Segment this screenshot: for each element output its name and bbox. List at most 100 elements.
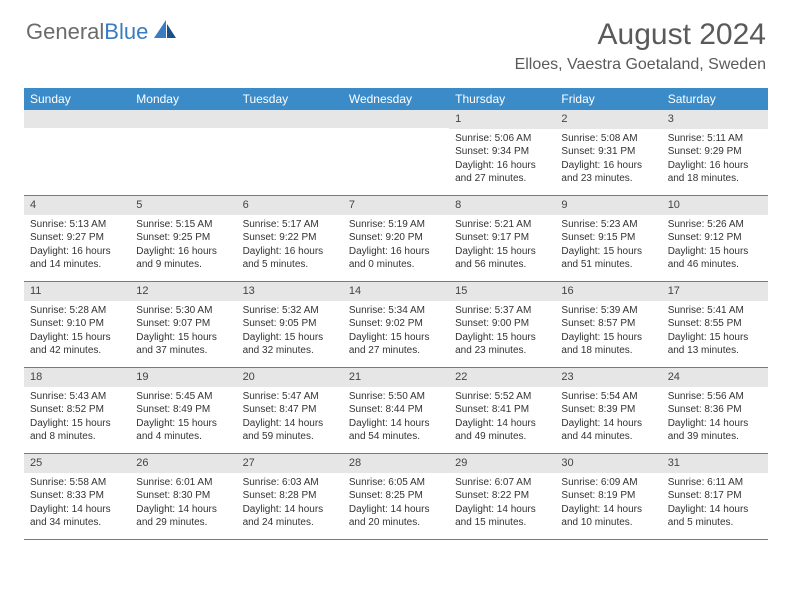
day-number: 17 [662,282,768,301]
day-cell: 27Sunrise: 6:03 AMSunset: 8:28 PMDayligh… [237,454,343,539]
day-number: 18 [24,368,130,387]
day-header-wednesday: Wednesday [343,88,449,110]
sunrise-text: Sunrise: 5:56 AM [668,390,762,404]
sunset-text: Sunset: 9:20 PM [349,231,443,245]
sunrise-text: Sunrise: 6:11 AM [668,476,762,490]
day-number: 28 [343,454,449,473]
day-number: 31 [662,454,768,473]
sunrise-text: Sunrise: 5:06 AM [455,132,549,146]
daylight-text: Daylight: 14 hours and 15 minutes. [455,503,549,530]
header: GeneralBlue August 2024 Elloes, Vaestra … [0,0,792,82]
daylight-text: Daylight: 14 hours and 59 minutes. [243,417,337,444]
sunset-text: Sunset: 8:25 PM [349,489,443,503]
day-number: 21 [343,368,449,387]
sunset-text: Sunset: 8:28 PM [243,489,337,503]
sunset-text: Sunset: 8:30 PM [136,489,230,503]
day-cell [130,110,236,195]
day-number: 23 [555,368,661,387]
day-number: 13 [237,282,343,301]
day-cell: 25Sunrise: 5:58 AMSunset: 8:33 PMDayligh… [24,454,130,539]
sunset-text: Sunset: 8:39 PM [561,403,655,417]
sunrise-text: Sunrise: 5:26 AM [668,218,762,232]
day-data: Sunrise: 5:58 AMSunset: 8:33 PMDaylight:… [24,473,130,536]
daylight-text: Daylight: 15 hours and 46 minutes. [668,245,762,272]
sunrise-text: Sunrise: 5:54 AM [561,390,655,404]
sunrise-text: Sunrise: 5:28 AM [30,304,124,318]
day-cell: 15Sunrise: 5:37 AMSunset: 9:00 PMDayligh… [449,282,555,367]
sail-icon [152,18,178,45]
day-data: Sunrise: 5:37 AMSunset: 9:00 PMDaylight:… [449,301,555,364]
day-number: 6 [237,196,343,215]
day-data: Sunrise: 5:34 AMSunset: 9:02 PMDaylight:… [343,301,449,364]
day-data: Sunrise: 5:28 AMSunset: 9:10 PMDaylight:… [24,301,130,364]
daylight-text: Daylight: 16 hours and 14 minutes. [30,245,124,272]
week-row: 18Sunrise: 5:43 AMSunset: 8:52 PMDayligh… [24,368,768,454]
day-number: 27 [237,454,343,473]
day-cell: 7Sunrise: 5:19 AMSunset: 9:20 PMDaylight… [343,196,449,281]
day-cell: 5Sunrise: 5:15 AMSunset: 9:25 PMDaylight… [130,196,236,281]
sunset-text: Sunset: 8:49 PM [136,403,230,417]
sunrise-text: Sunrise: 5:41 AM [668,304,762,318]
day-cell: 2Sunrise: 5:08 AMSunset: 9:31 PMDaylight… [555,110,661,195]
sunset-text: Sunset: 9:31 PM [561,145,655,159]
day-number: 19 [130,368,236,387]
day-header-saturday: Saturday [662,88,768,110]
location-text: Elloes, Vaestra Goetaland, Sweden [515,56,766,74]
calendar: SundayMondayTuesdayWednesdayThursdayFrid… [24,88,768,540]
day-number: 22 [449,368,555,387]
sunset-text: Sunset: 8:44 PM [349,403,443,417]
sunrise-text: Sunrise: 5:58 AM [30,476,124,490]
daylight-text: Daylight: 15 hours and 56 minutes. [455,245,549,272]
daylight-text: Daylight: 15 hours and 51 minutes. [561,245,655,272]
logo-text-blue: Blue [104,19,148,44]
day-number: 30 [555,454,661,473]
day-number [343,110,449,128]
day-cell: 30Sunrise: 6:09 AMSunset: 8:19 PMDayligh… [555,454,661,539]
sunrise-text: Sunrise: 5:08 AM [561,132,655,146]
daylight-text: Daylight: 15 hours and 32 minutes. [243,331,337,358]
sunset-text: Sunset: 9:25 PM [136,231,230,245]
day-data: Sunrise: 6:05 AMSunset: 8:25 PMDaylight:… [343,473,449,536]
day-cell: 8Sunrise: 5:21 AMSunset: 9:17 PMDaylight… [449,196,555,281]
sunset-text: Sunset: 8:22 PM [455,489,549,503]
day-cell: 4Sunrise: 5:13 AMSunset: 9:27 PMDaylight… [24,196,130,281]
day-number: 29 [449,454,555,473]
day-cell: 21Sunrise: 5:50 AMSunset: 8:44 PMDayligh… [343,368,449,453]
sunrise-text: Sunrise: 5:23 AM [561,218,655,232]
day-cell: 19Sunrise: 5:45 AMSunset: 8:49 PMDayligh… [130,368,236,453]
day-cell: 14Sunrise: 5:34 AMSunset: 9:02 PMDayligh… [343,282,449,367]
daylight-text: Daylight: 15 hours and 18 minutes. [561,331,655,358]
sunrise-text: Sunrise: 5:19 AM [349,218,443,232]
day-number: 11 [24,282,130,301]
day-data: Sunrise: 5:23 AMSunset: 9:15 PMDaylight:… [555,215,661,278]
sunrise-text: Sunrise: 5:52 AM [455,390,549,404]
daylight-text: Daylight: 14 hours and 20 minutes. [349,503,443,530]
day-number: 5 [130,196,236,215]
day-header-sunday: Sunday [24,88,130,110]
daylight-text: Daylight: 15 hours and 13 minutes. [668,331,762,358]
sunset-text: Sunset: 8:36 PM [668,403,762,417]
day-data: Sunrise: 6:11 AMSunset: 8:17 PMDaylight:… [662,473,768,536]
logo: GeneralBlue [26,18,178,45]
daylight-text: Daylight: 15 hours and 27 minutes. [349,331,443,358]
daylight-text: Daylight: 16 hours and 23 minutes. [561,159,655,186]
daylight-text: Daylight: 15 hours and 4 minutes. [136,417,230,444]
daylight-text: Daylight: 14 hours and 29 minutes. [136,503,230,530]
daylight-text: Daylight: 16 hours and 18 minutes. [668,159,762,186]
day-cell: 9Sunrise: 5:23 AMSunset: 9:15 PMDaylight… [555,196,661,281]
day-number: 1 [449,110,555,129]
day-number: 7 [343,196,449,215]
day-number: 12 [130,282,236,301]
day-header-thursday: Thursday [449,88,555,110]
sunrise-text: Sunrise: 5:15 AM [136,218,230,232]
sunrise-text: Sunrise: 6:07 AM [455,476,549,490]
sunset-text: Sunset: 9:15 PM [561,231,655,245]
sunset-text: Sunset: 9:07 PM [136,317,230,331]
sunrise-text: Sunrise: 6:01 AM [136,476,230,490]
day-data: Sunrise: 5:11 AMSunset: 9:29 PMDaylight:… [662,129,768,192]
day-data: Sunrise: 6:03 AMSunset: 8:28 PMDaylight:… [237,473,343,536]
sunrise-text: Sunrise: 6:09 AM [561,476,655,490]
day-number: 20 [237,368,343,387]
day-number: 25 [24,454,130,473]
day-number [130,110,236,128]
